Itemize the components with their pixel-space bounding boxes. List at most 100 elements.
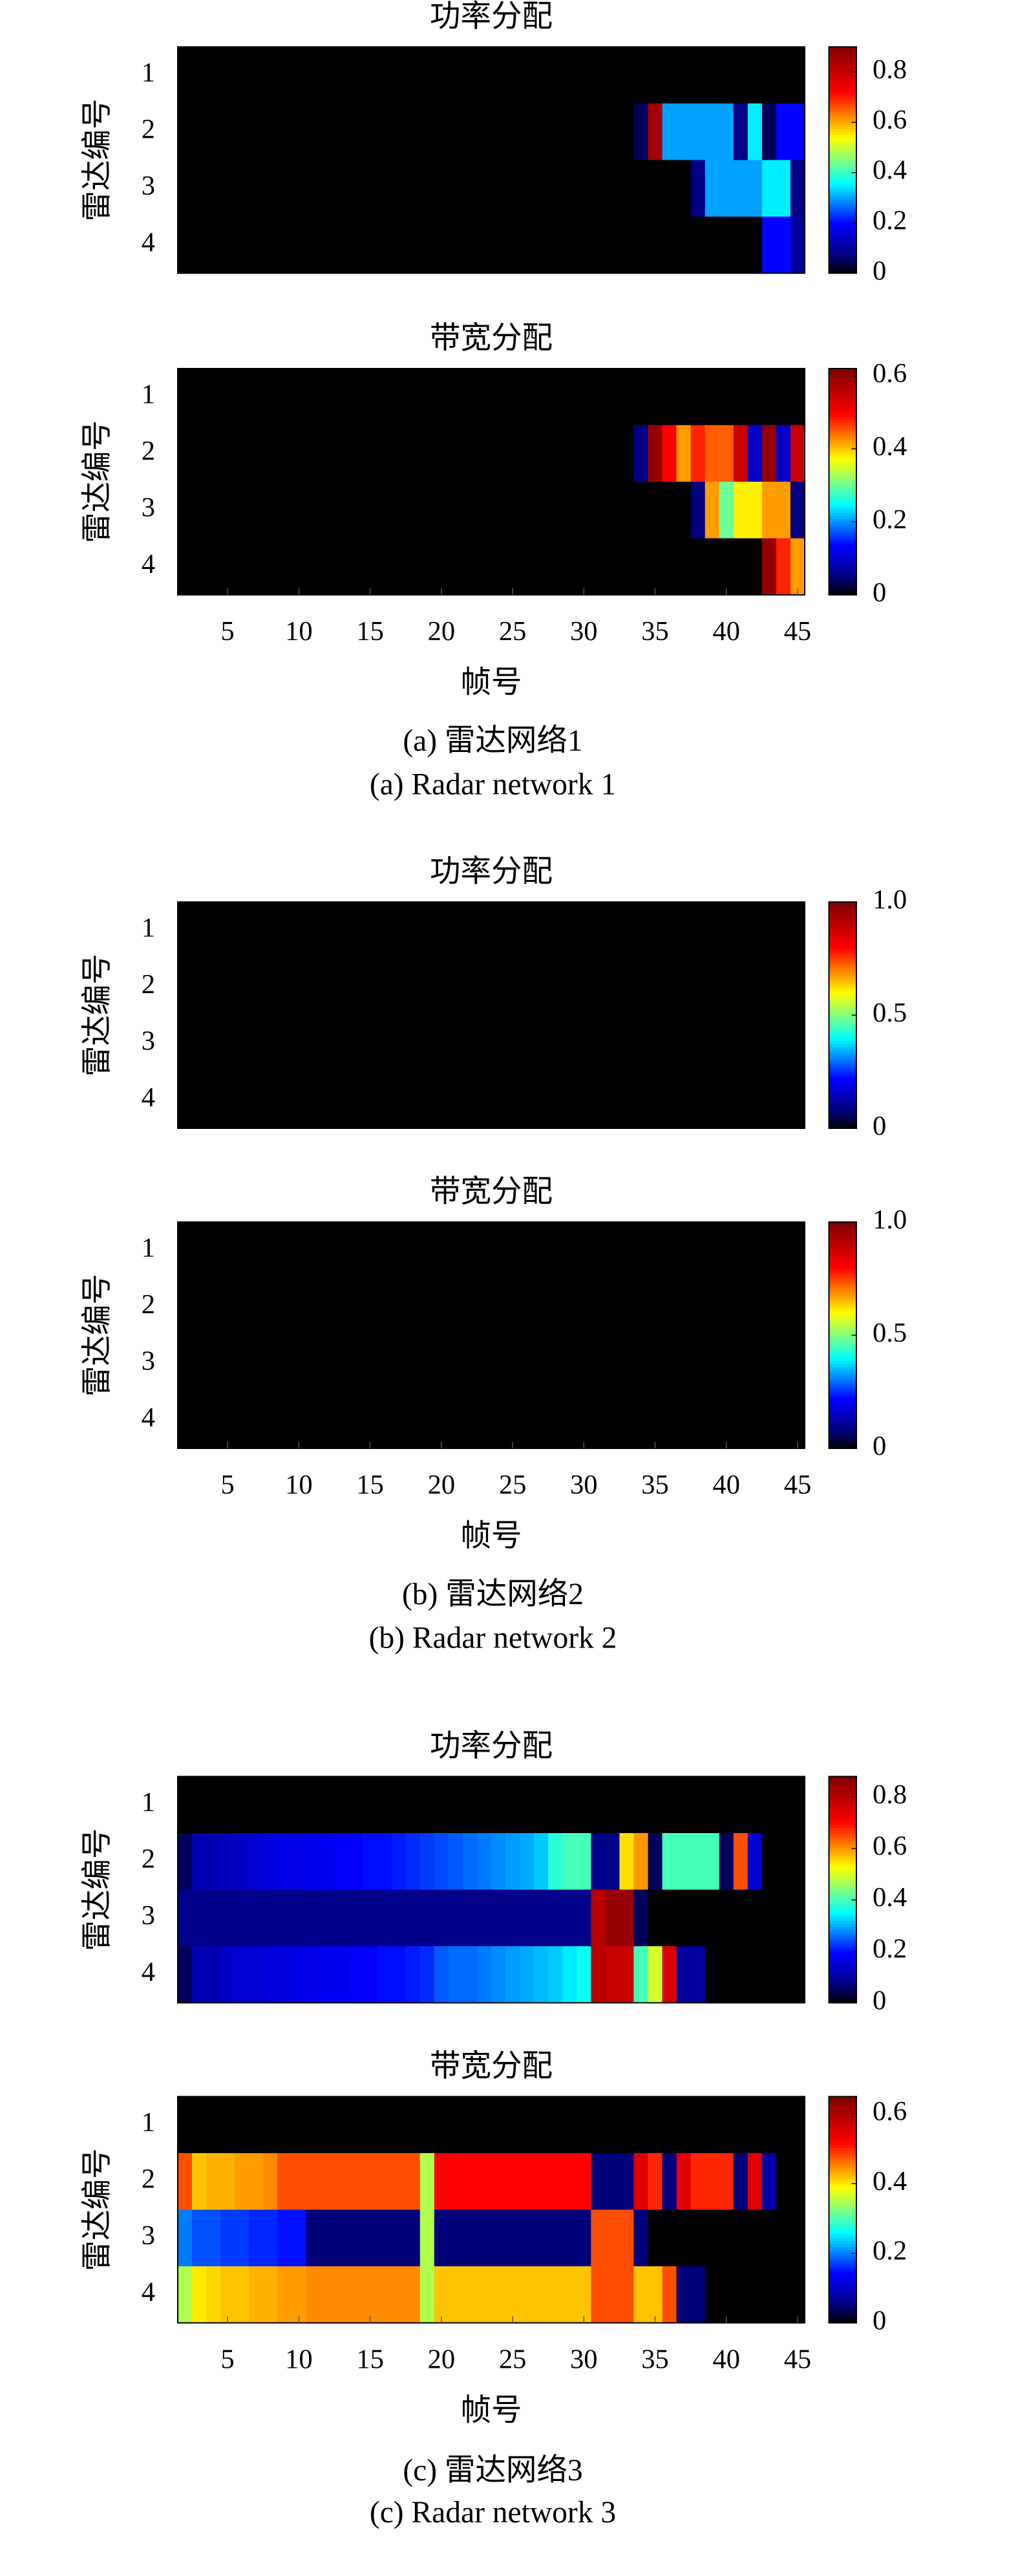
- colorbar-step: [829, 1869, 856, 1874]
- heatmap-cell: [633, 2096, 649, 2154]
- colorbar-step: [829, 1102, 856, 1106]
- heatmap-cell: [277, 958, 293, 1016]
- colorbar-step: [829, 1100, 856, 1104]
- colorbar-step: [829, 2158, 856, 2162]
- colorbar-step: [829, 236, 856, 240]
- heatmap-cell: [178, 47, 193, 104]
- heatmap-cell: [277, 482, 293, 539]
- heatmap-cell: [320, 369, 335, 426]
- colorbar-step: [829, 1371, 856, 1375]
- heatmap-cell: [776, 1391, 791, 1449]
- heatmap-cell: [633, 1222, 649, 1280]
- heatmap-cell: [534, 2153, 549, 2211]
- colorbar-step: [829, 1026, 856, 1030]
- heatmap-cell: [705, 1776, 720, 1834]
- colorbar-step: [829, 2164, 856, 2168]
- heatmap-cell: [591, 538, 606, 596]
- colorbar-step: [829, 1776, 856, 1780]
- heatmap-cell: [619, 369, 635, 426]
- heatmap-cell: [534, 902, 549, 960]
- chart-title: 带宽分配: [430, 2050, 553, 2083]
- heatmap-cell: [419, 1278, 435, 1336]
- heatmap-cell: [476, 2209, 492, 2267]
- colorbar-step: [829, 1988, 856, 1992]
- colorbar-step: [829, 944, 856, 948]
- heatmap-cell: [178, 103, 193, 161]
- heatmap-cell: [334, 1391, 350, 1449]
- heatmap-cell: [676, 369, 692, 426]
- heatmap-cell: [391, 369, 407, 426]
- colorbar-step: [829, 177, 856, 180]
- heatmap-cell: [206, 1391, 221, 1449]
- heatmap-cell: [363, 2096, 378, 2154]
- heatmap-cell: [790, 902, 805, 960]
- colorbar-step: [829, 1850, 856, 1854]
- heatmap-cell: [306, 47, 321, 104]
- heatmap-cell: [391, 2096, 407, 2154]
- colorbar-step: [829, 1114, 856, 1118]
- heatmap-cell: [292, 425, 307, 482]
- heatmap-cell: [419, 47, 435, 104]
- colorbar-step: [829, 1340, 856, 1344]
- heatmap-cell: [676, 1222, 692, 1280]
- heatmap-cell: [562, 2153, 578, 2211]
- heatmap-cell: [577, 1335, 592, 1393]
- colorbar-step: [829, 1006, 856, 1010]
- heatmap-cell: [505, 1222, 520, 1280]
- heatmap-cell: [391, 1946, 407, 2004]
- plot-frame: [177, 1776, 805, 2004]
- heatmap-cell: [249, 2209, 264, 2267]
- heatmap-cell: [505, 103, 520, 161]
- colorbar-step: [829, 1799, 856, 1803]
- colorbar-step: [829, 1369, 856, 1373]
- colorbar-step: [829, 1258, 856, 1262]
- colorbar-step: [829, 1426, 856, 1430]
- caption-en: (a) Radar network 1: [370, 767, 616, 801]
- heatmap-cell: [719, 1776, 734, 1834]
- colorbar-step: [829, 2229, 856, 2233]
- heatmap-cell: [619, 47, 635, 104]
- heatmap-cell: [548, 958, 563, 1016]
- colorbar-step: [829, 1295, 856, 1299]
- heatmap-cell: [534, 958, 549, 1016]
- colorbar-step: [829, 2187, 856, 2191]
- colorbar-step: [829, 422, 856, 426]
- heatmap-cell: [648, 1946, 663, 2004]
- heatmap-cell: [562, 1222, 578, 1280]
- heatmap-cell: [178, 1833, 193, 1891]
- colorbar-step: [829, 416, 856, 420]
- heatmap-cell: [235, 1889, 249, 1947]
- colorbar-tick-label: 0: [873, 2305, 886, 2335]
- heatmap-cell: [591, 1222, 606, 1280]
- heatmap-cell: [705, 1335, 720, 1393]
- heatmap-cell: [192, 47, 207, 104]
- heatmap-cell: [790, 1335, 805, 1393]
- colorbar-step: [829, 160, 856, 164]
- colorbar-step: [829, 1267, 856, 1271]
- heatmap-cell: [491, 369, 506, 426]
- colorbar-step: [829, 109, 856, 113]
- heatmap-cell: [434, 2096, 449, 2154]
- heatmap-cell: [747, 902, 763, 960]
- colorbar-step: [829, 1386, 856, 1390]
- heatmap-cell: [476, 2153, 492, 2211]
- heatmap-cell: [334, 482, 350, 539]
- heatmap-cell: [320, 47, 335, 104]
- x-tick-label: 15: [356, 1470, 384, 1500]
- heatmap-cell: [192, 217, 207, 274]
- heatmap-cell: [263, 2153, 279, 2211]
- colorbar-step: [829, 1355, 856, 1358]
- heatmap-cell: [719, 2096, 734, 2154]
- heatmap-cell: [648, 1391, 663, 1449]
- colorbar-step: [829, 464, 856, 468]
- heatmap-cell: [548, 1071, 563, 1129]
- colorbar-step: [829, 171, 856, 175]
- heatmap-cell: [476, 369, 492, 426]
- heatmap-cell: [577, 217, 592, 274]
- heatmap-cell: [391, 160, 407, 217]
- y-tick-label: 3: [142, 171, 155, 201]
- colorbar-step: [829, 1819, 856, 1823]
- colorbar-step: [829, 1321, 856, 1325]
- heatmap-cell: [591, 958, 606, 1016]
- heatmap-cell: [377, 482, 392, 539]
